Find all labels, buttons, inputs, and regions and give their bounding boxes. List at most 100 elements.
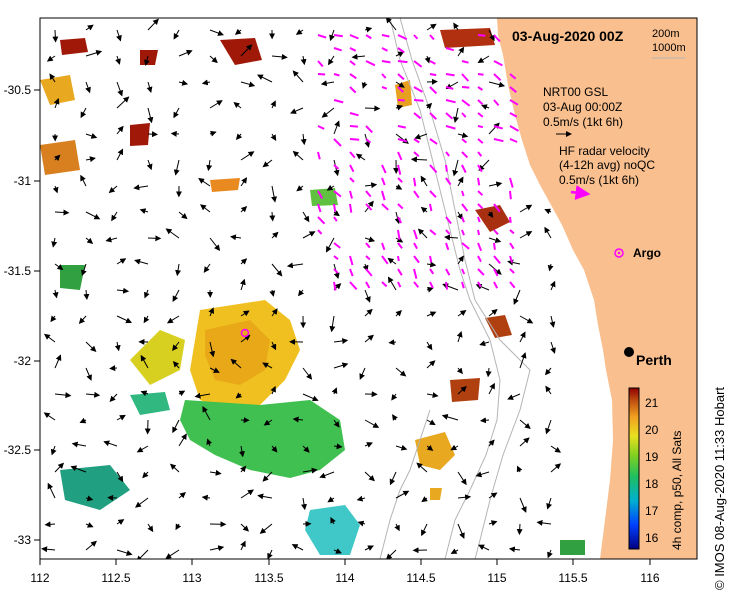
hf-vector <box>477 138 484 144</box>
hf-vector <box>429 34 435 41</box>
gsl-vector <box>85 49 103 57</box>
gsl-vector <box>388 339 397 346</box>
gsl-vector <box>203 263 211 273</box>
hf-vector <box>493 281 499 289</box>
hf-vector <box>509 268 515 274</box>
gsl-vector <box>292 70 304 83</box>
gsl-vector <box>136 445 149 453</box>
gsl-vector <box>387 276 397 291</box>
hf-vector <box>445 99 456 104</box>
hf-vector <box>381 47 388 52</box>
hf-vector <box>317 151 321 160</box>
gsl-vector <box>333 548 342 554</box>
hf-vector <box>349 151 356 159</box>
hf-vector <box>413 34 419 40</box>
gsl-vector <box>85 391 101 398</box>
hf-vector <box>317 60 324 68</box>
gsl-vector <box>109 365 118 372</box>
hf-vector <box>381 177 386 186</box>
hf-vector <box>509 242 515 250</box>
gsl-vector <box>115 55 121 65</box>
gsl-vector <box>85 367 92 381</box>
gsl-vector <box>54 462 64 473</box>
hf-vector <box>461 60 469 64</box>
hf-vector <box>381 203 389 211</box>
gsl-vector <box>80 107 87 119</box>
gsl-vector <box>200 204 211 213</box>
gsl-vector <box>235 133 243 140</box>
gsl-vector <box>356 495 366 502</box>
hf-vector <box>365 281 371 289</box>
hf-vector <box>333 242 341 249</box>
gsl-vector <box>395 236 404 243</box>
gsl-vector <box>333 210 340 217</box>
gsl-vector <box>544 208 552 215</box>
x-tick-label: 113.5 <box>254 571 283 585</box>
gsl-vector <box>270 133 277 141</box>
gsl-vector <box>424 55 431 64</box>
gsl-vector <box>326 184 335 191</box>
hf-vector <box>317 190 324 199</box>
gsl-vector <box>165 228 180 239</box>
gsl-vector <box>240 177 248 187</box>
gsl-vector <box>206 159 213 172</box>
gsl-vector <box>364 442 373 448</box>
hf-vector <box>397 86 404 93</box>
gsl-vector <box>116 29 122 42</box>
gsl-vector <box>175 263 182 277</box>
gsl-vector <box>85 133 98 139</box>
hf-vector <box>429 281 434 289</box>
gsl-vector <box>109 393 118 403</box>
gsl-vector <box>549 280 556 291</box>
gsl-vector <box>385 549 397 559</box>
gsl-vector <box>166 315 180 324</box>
gsl-vector <box>271 53 288 60</box>
gsl-vector <box>485 367 492 378</box>
gsl-vector <box>79 417 87 424</box>
hf-vector <box>381 60 391 64</box>
gsl-vector <box>267 549 273 559</box>
hf-vector <box>509 138 518 143</box>
gsl-vector <box>270 385 276 395</box>
gsl-vector <box>320 80 335 87</box>
gsl-vector <box>52 289 59 299</box>
gsl-vector <box>488 520 498 526</box>
gsl-vector <box>286 262 304 269</box>
gsl-vector <box>209 29 224 36</box>
hf-vector <box>397 268 403 276</box>
x-tick-label: 112.5 <box>101 571 130 585</box>
gsl-vector <box>425 102 433 110</box>
gsl-vector <box>364 182 378 189</box>
plot-frame <box>39 17 698 560</box>
gsl-vector <box>85 237 94 244</box>
gsl-vector <box>134 497 149 508</box>
gsl-vector <box>364 545 374 551</box>
y-tick-label: -30.5 <box>4 83 32 97</box>
land-mass <box>497 18 697 559</box>
gsl-vector <box>262 471 273 482</box>
gsl-vector <box>271 231 279 239</box>
hf-legend-line1: HF radar velocity <box>559 144 650 158</box>
gsl-vector <box>202 406 211 421</box>
gsl-vector <box>262 159 273 168</box>
hf-vector <box>413 177 417 187</box>
gsl-vector <box>297 289 305 297</box>
gsl-vector <box>140 390 149 397</box>
axis-ticks <box>34 89 651 565</box>
hf-vector <box>333 268 339 274</box>
hf-vector <box>413 190 420 199</box>
gsl-vector <box>136 549 149 559</box>
hf-vector <box>445 73 455 77</box>
hf-vector <box>381 164 387 174</box>
x-tick-label: 114 <box>335 571 354 585</box>
gsl-vector <box>70 465 87 473</box>
gsl-vector <box>178 211 188 220</box>
hf-vector <box>333 255 339 260</box>
gsl-vector <box>240 310 250 317</box>
argo-float-marker-secondary <box>240 328 250 338</box>
gsl-vector <box>426 311 437 317</box>
gsl-vector <box>206 438 213 447</box>
gsl-vector <box>234 28 242 35</box>
hf-vector <box>381 190 386 201</box>
hf-vector <box>397 73 405 81</box>
